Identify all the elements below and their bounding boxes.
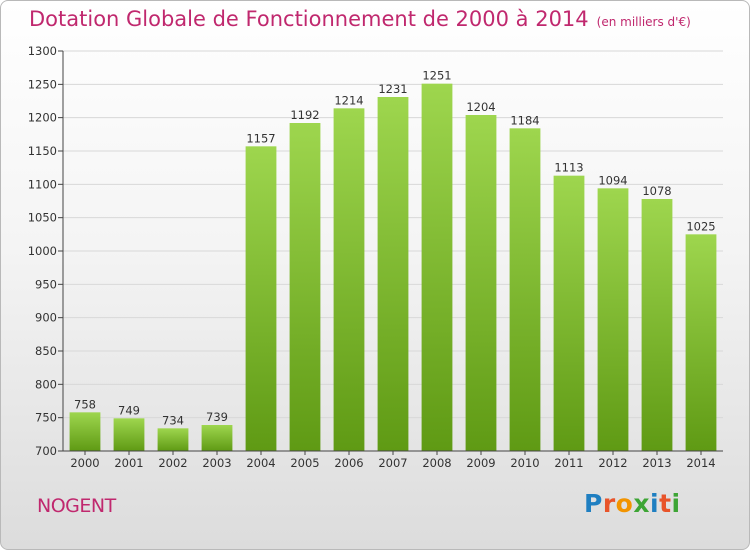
x-tick-label: 2005	[290, 456, 319, 470]
axes	[58, 50, 723, 455]
bar-2011	[553, 175, 585, 451]
chart-title-text: Dotation Globale de Fonctionnement de 20…	[29, 7, 589, 31]
bar-2010	[509, 128, 541, 451]
y-tick-label: 1150	[28, 144, 57, 158]
x-tick-label: 2012	[598, 456, 627, 470]
labels: 700 750 800 850 900 950 1000 1050 1100 1150 1200 12…	[28, 44, 716, 470]
x-tick-label: 2013	[642, 456, 671, 470]
bar-2007	[377, 97, 409, 451]
bar-2012	[597, 188, 629, 452]
y-tick-label: 800	[35, 377, 57, 391]
bar-2003	[201, 425, 233, 451]
bar-value-label: 734	[162, 413, 184, 427]
chart-unit: (en milliers d'€)	[596, 15, 691, 29]
bar-value-label: 1078	[642, 184, 671, 198]
x-tick-label: 2010	[510, 456, 539, 470]
bar-value-label: 1025	[686, 219, 715, 233]
bar-2000	[69, 412, 101, 451]
x-tick-label: 2008	[422, 456, 451, 470]
bar-value-label: 1214	[334, 93, 363, 107]
bar-2006	[333, 108, 365, 451]
bar-2001	[113, 418, 145, 451]
x-tick-label: 2011	[554, 456, 583, 470]
y-tick-label: 950	[35, 277, 57, 291]
y-tick-label: 850	[35, 344, 57, 358]
bar-value-label: 749	[118, 403, 140, 417]
bar-2004	[245, 146, 277, 452]
bar-2005	[289, 123, 321, 451]
y-tick-label: 1000	[28, 244, 57, 258]
bar-value-label: 1157	[246, 131, 275, 145]
bar-value-label: 1204	[466, 100, 495, 114]
bar-value-label: 1184	[510, 113, 539, 127]
bar-value-label: 1113	[554, 161, 583, 175]
x-tick-label: 2002	[158, 456, 187, 470]
y-tick-label: 1300	[28, 44, 57, 58]
bar-value-label: 1251	[422, 69, 451, 83]
x-tick-label: 2001	[114, 456, 143, 470]
bars	[69, 83, 717, 452]
bar-value-label: 1192	[290, 108, 319, 122]
x-tick-label: 2004	[246, 456, 275, 470]
chart-title: Dotation Globale de Fonctionnement de 20…	[29, 7, 691, 31]
bar-value-label: 1094	[598, 173, 627, 187]
bar-value-label: 1231	[378, 82, 407, 96]
bar-2009	[465, 115, 497, 451]
x-tick-label: 2000	[70, 456, 99, 470]
y-tick-label: 900	[35, 311, 57, 325]
x-tick-label: 2009	[466, 456, 495, 470]
bar-2008	[421, 83, 453, 452]
proxiti-logo-text: Proxiti	[584, 489, 681, 518]
y-tick-label: 1200	[28, 111, 57, 125]
bar-2002	[157, 428, 189, 451]
x-tick-label: 2007	[378, 456, 407, 470]
bar-value-label: 758	[74, 397, 96, 411]
bar-value-label: 739	[206, 410, 228, 424]
y-tick-label: 750	[35, 411, 57, 425]
x-tick-label: 2014	[686, 456, 715, 470]
y-tick-label: 700	[35, 444, 57, 458]
proxiti-logo[interactable]: Proxiti	[584, 489, 681, 518]
bar-2013	[641, 199, 673, 451]
x-tick-label: 2006	[334, 456, 363, 470]
place-name: NOGENT	[37, 495, 116, 517]
y-tick-label: 1050	[28, 211, 57, 225]
bar-2014	[685, 234, 717, 451]
y-tick-label: 1250	[28, 77, 57, 91]
y-tick-label: 1100	[28, 177, 57, 191]
x-tick-label: 2003	[202, 456, 231, 470]
